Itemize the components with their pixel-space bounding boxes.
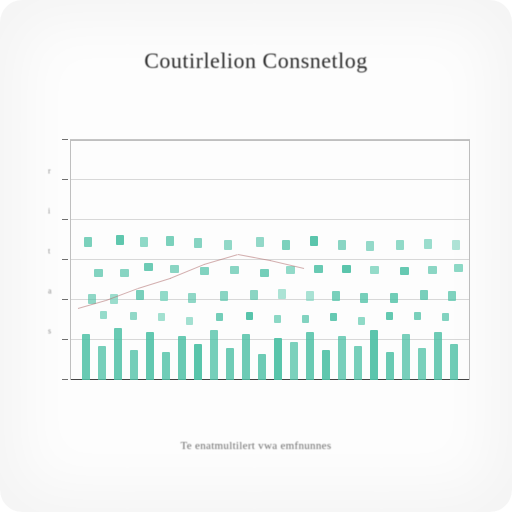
bar [370, 330, 378, 380]
scatter-point [274, 315, 281, 323]
scatter-point [358, 317, 365, 325]
bar [194, 344, 202, 380]
scatter-point [194, 238, 202, 248]
scatter-point [230, 266, 239, 274]
scatter-point [360, 293, 368, 303]
gridline [70, 219, 470, 220]
scatter-point [130, 312, 137, 320]
scatter-point [120, 269, 129, 277]
scatter-point [454, 264, 463, 272]
bar [98, 346, 106, 380]
scatter-point [366, 241, 374, 251]
scatter-point [160, 291, 168, 301]
bar [242, 334, 250, 380]
scatter-point [370, 266, 379, 274]
scatter-point [424, 239, 432, 249]
chart-title: Coutirlelion Consnetlog [0, 48, 512, 74]
chart-area: satir [70, 140, 470, 380]
scatter-point [286, 266, 295, 274]
scatter-point [188, 293, 196, 303]
bar [322, 350, 330, 380]
scatter-point [314, 265, 323, 273]
scatter-point [170, 265, 179, 273]
scatter-point [306, 291, 314, 301]
axis-line [70, 140, 71, 380]
chart-caption: Te enatmultilert vwa emfnunnes [0, 440, 512, 452]
axis-line [469, 140, 470, 380]
y-tick [62, 379, 68, 380]
scatter-point [220, 291, 228, 301]
bar [114, 328, 122, 380]
bar [418, 348, 426, 380]
y-tick-label: r [48, 167, 470, 176]
scatter-point [136, 290, 144, 300]
scatter-point [452, 240, 460, 250]
y-tick [62, 259, 68, 260]
scatter-point [94, 269, 103, 277]
scatter-point [200, 267, 209, 275]
y-tick-label: i [48, 207, 470, 216]
figure-container: Coutirlelion Consnetlog satir Te enatmul… [0, 0, 512, 512]
bar [274, 338, 282, 380]
scatter-point [84, 237, 92, 247]
scatter-point [330, 313, 337, 321]
scatter-point [338, 240, 346, 250]
y-tick-label: t [48, 247, 470, 256]
bar [178, 336, 186, 380]
scatter-point [216, 313, 223, 321]
bar [386, 352, 394, 380]
gridline [70, 339, 470, 340]
scatter-point [144, 263, 153, 271]
scatter-point [442, 313, 449, 321]
bar [290, 342, 298, 380]
scatter-point [400, 267, 409, 275]
scatter-point [420, 290, 428, 300]
bar [162, 352, 170, 380]
scatter-point [224, 240, 232, 250]
bar [210, 330, 218, 380]
y-tick [62, 299, 68, 300]
scatter-point [302, 315, 309, 323]
scatter-point [428, 266, 437, 274]
scatter-point [256, 237, 264, 247]
scatter-point [260, 269, 269, 277]
scatter-point [166, 236, 174, 246]
bar [306, 332, 314, 380]
axis-line [70, 140, 470, 141]
bar [402, 334, 410, 380]
scatter-point [186, 317, 193, 325]
scatter-point [282, 240, 290, 250]
bar [226, 348, 234, 380]
bar [338, 336, 346, 380]
scatter-point [140, 237, 148, 247]
scatter-point [390, 293, 398, 303]
scatter-point [116, 235, 124, 245]
y-tick [62, 219, 68, 220]
scatter-point [100, 311, 107, 319]
bar [450, 344, 458, 380]
bar [258, 354, 266, 380]
bar [354, 346, 362, 380]
scatter-point [310, 236, 318, 246]
bar [434, 332, 442, 380]
y-tick [62, 179, 68, 180]
y-tick [62, 139, 68, 140]
gridline [70, 179, 470, 180]
scatter-point [448, 291, 456, 301]
scatter-point [250, 290, 258, 300]
scatter-point [158, 313, 165, 321]
scatter-point [278, 289, 286, 299]
bar [82, 334, 90, 380]
gridline [70, 299, 470, 300]
scatter-point [386, 312, 393, 320]
scatter-point [332, 291, 340, 301]
scatter-point [342, 265, 351, 273]
y-tick [62, 339, 68, 340]
scatter-point [414, 312, 421, 320]
bar [146, 332, 154, 380]
scatter-point [246, 312, 253, 320]
bar [130, 350, 138, 380]
scatter-point [396, 240, 404, 250]
